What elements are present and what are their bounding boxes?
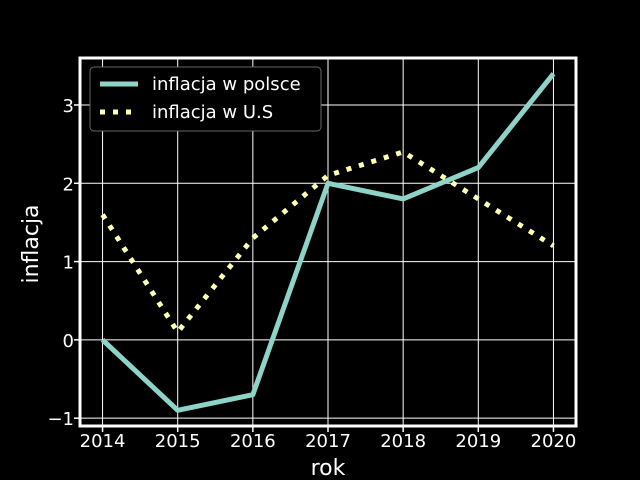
y-tick-label: 0 (63, 331, 74, 352)
series-layer (100, 72, 556, 413)
legend-label-inflacja-w-us: inflacja w U.S (152, 102, 273, 123)
y-axis-label: inflacja (19, 204, 44, 283)
legend-label-inflacja-w-polsce: inflacja w polsce (152, 74, 301, 95)
x-tick-label: 2019 (455, 431, 501, 452)
y-tick-label: 2 (63, 174, 74, 195)
x-tick-label: 2016 (230, 431, 276, 452)
x-tick-label: 2014 (80, 431, 126, 452)
x-axis-label: rok (311, 456, 346, 480)
legend: inflacja w polsce inflacja w U.S (89, 66, 322, 132)
y-tick-label: 1 (63, 253, 74, 274)
legend-box (89, 66, 322, 132)
x-tick-label: 2015 (155, 431, 201, 452)
x-tick-label: 2018 (380, 431, 426, 452)
x-tick-label: 2020 (531, 431, 577, 452)
y-tick-label: −1 (47, 409, 74, 430)
y-tick-label: 3 (63, 96, 74, 117)
x-tick-label: 2017 (305, 431, 351, 452)
ticks: 2014 2015 2016 2017 2018 2019 2020 −1 0 1 2 3 (47, 96, 576, 452)
